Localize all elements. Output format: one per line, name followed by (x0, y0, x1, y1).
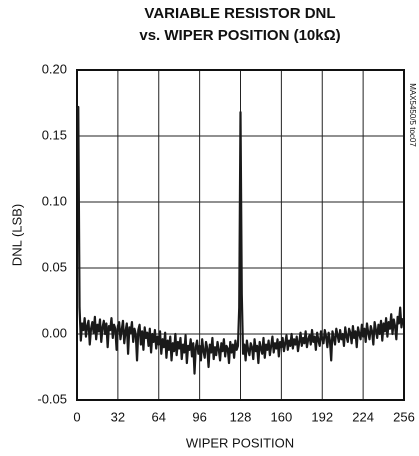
x-tick-label: 0 (73, 409, 80, 424)
x-tick-label: 256 (393, 409, 415, 424)
data-line (76, 105, 404, 375)
y-axis-label: DNL (LSB) (9, 204, 24, 266)
y-tick-label: 0.15 (42, 127, 67, 142)
x-tick-label: 160 (271, 409, 293, 424)
y-tick-label: 0.10 (42, 193, 67, 208)
x-axis-label: WIPER POSITION (186, 435, 294, 450)
x-tick-label: 96 (192, 409, 206, 424)
chart-title: VARIABLE RESISTOR DNL (144, 5, 335, 22)
x-tick-label: 224 (352, 409, 374, 424)
y-tick-label: -0.05 (37, 391, 67, 406)
plot-frame (76, 69, 405, 401)
y-tick-label: 0.00 (42, 325, 67, 340)
x-tick-label: 192 (311, 409, 333, 424)
chart-title: vs. WIPER POSITION (10kΩ) (139, 27, 340, 44)
x-tick-label: 32 (111, 409, 125, 424)
x-tick-label: 128 (230, 409, 252, 424)
y-tick-label: 0.05 (42, 259, 67, 274)
y-tick-label: 0.20 (42, 61, 67, 76)
annotation: MAX5450/5 toc07 (408, 83, 417, 147)
x-tick-label: 64 (152, 409, 166, 424)
